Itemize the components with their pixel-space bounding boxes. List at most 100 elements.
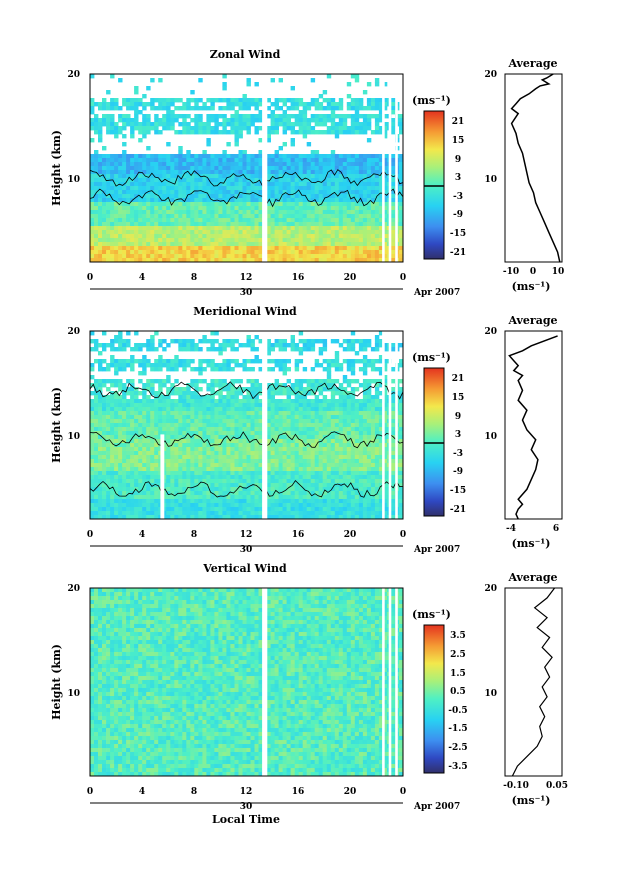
heatmap-cell	[310, 455, 316, 460]
heatmap-cell	[166, 98, 171, 103]
heatmap-cell	[138, 234, 143, 239]
heatmap-cell	[198, 190, 203, 195]
heatmap-cell	[266, 431, 271, 436]
heatmap-cell	[230, 387, 235, 392]
heatmap-cell	[230, 114, 235, 119]
heatmap-cell	[150, 403, 155, 408]
heatmap-cell	[338, 182, 344, 187]
colorbar-tick: -15	[450, 229, 466, 239]
heatmap-cell	[198, 347, 203, 352]
heatmap-cell	[330, 230, 336, 235]
heatmap-cell	[162, 170, 167, 175]
heatmap-cell	[362, 166, 368, 171]
heatmap-cell	[162, 399, 167, 404]
heatmap-cell	[310, 170, 316, 175]
heatmap-cell	[310, 447, 316, 452]
heatmap-cell	[298, 339, 304, 344]
heatmap-cell	[130, 102, 135, 107]
heatmap-cell	[310, 339, 316, 344]
heatmap-cell	[322, 162, 328, 167]
heatmap-cell	[102, 182, 107, 187]
heatmap-cell	[222, 447, 227, 452]
heatmap-cell	[298, 443, 304, 448]
heatmap-cell	[330, 258, 336, 263]
heatmap-cell	[391, 463, 396, 468]
heatmap-cell	[350, 427, 356, 432]
heatmap-cell	[370, 439, 376, 444]
heatmap-cell	[354, 258, 360, 263]
heatmap-cell	[391, 395, 396, 400]
heatmap-cell	[274, 471, 279, 476]
heatmap-cell	[126, 238, 131, 243]
heatmap-cell	[174, 339, 179, 344]
heatmap-cell	[106, 222, 111, 227]
heatmap-cell	[318, 158, 324, 163]
heatmap-cell	[162, 214, 167, 219]
heatmap-cell	[146, 475, 151, 480]
heatmap-cell	[342, 471, 348, 476]
heatmap-cell	[98, 242, 103, 247]
heatmap-cell	[382, 423, 388, 428]
heatmap-cell	[138, 178, 143, 183]
heatmap-cell	[366, 226, 372, 231]
heatmap-cell	[290, 455, 295, 460]
heatmap-cell	[206, 214, 211, 219]
heatmap-cell	[318, 419, 324, 424]
profile-frame	[504, 73, 563, 263]
heatmap-cell	[122, 399, 127, 404]
heatmap-cell	[391, 178, 396, 183]
heatmap-cell	[150, 431, 155, 436]
heatmap-cell	[186, 258, 191, 263]
heatmap-cell	[302, 399, 308, 404]
heatmap-cell	[122, 419, 127, 424]
heatmap-cell	[98, 475, 103, 480]
heatmap-cell	[166, 395, 171, 400]
heatmap-cell	[242, 182, 247, 187]
heatmap-cell	[146, 130, 151, 135]
heatmap-cell	[126, 391, 131, 396]
heatmap-cell	[230, 118, 235, 123]
heatmap-cell	[94, 471, 99, 476]
heatmap-cell	[302, 427, 308, 432]
heatmap-cell	[214, 98, 219, 103]
heatmap-cell	[210, 391, 215, 396]
heatmap-cell	[234, 258, 239, 263]
heatmap-cell	[170, 415, 175, 420]
heatmap-cell	[330, 130, 336, 135]
heatmap-cell	[158, 415, 163, 420]
heatmap-cell	[186, 455, 191, 460]
heatmap-cell	[310, 383, 316, 388]
heatmap-cell	[302, 451, 308, 456]
heatmap-cell	[210, 114, 215, 119]
heatmap-cell	[154, 106, 159, 111]
heatmap-cell	[270, 403, 275, 408]
heatmap-cell	[122, 415, 127, 420]
heatmap-cell	[254, 463, 259, 468]
heatmap-cell	[358, 218, 364, 223]
heatmap-cell	[162, 194, 167, 199]
heatmap-cell	[338, 174, 344, 179]
heatmap-cell	[322, 463, 328, 468]
heatmap-cell	[170, 214, 175, 219]
heatmap-cell	[174, 114, 179, 119]
heatmap-cell	[190, 471, 195, 476]
heatmap-cell	[342, 254, 348, 259]
x-tick-label: 12	[240, 273, 253, 283]
heatmap-cell	[234, 399, 239, 404]
heatmap-cell	[374, 383, 380, 388]
heatmap-cell	[314, 403, 320, 408]
heatmap-cell	[90, 222, 95, 227]
heatmap-cell	[322, 419, 328, 424]
heatmap-cell	[318, 194, 324, 199]
heatmap-cell	[198, 226, 203, 231]
heatmap-cell	[134, 399, 139, 404]
heatmap-cell	[298, 395, 304, 400]
heatmap-cell	[166, 194, 171, 199]
heatmap-cell	[366, 343, 372, 348]
heatmap-cell	[362, 126, 368, 131]
heatmap-cell	[242, 214, 247, 219]
heatmap-cell	[154, 126, 159, 131]
heatmap-cell	[242, 114, 247, 119]
heatmap-cell	[146, 118, 151, 123]
heatmap-cell	[178, 202, 183, 207]
